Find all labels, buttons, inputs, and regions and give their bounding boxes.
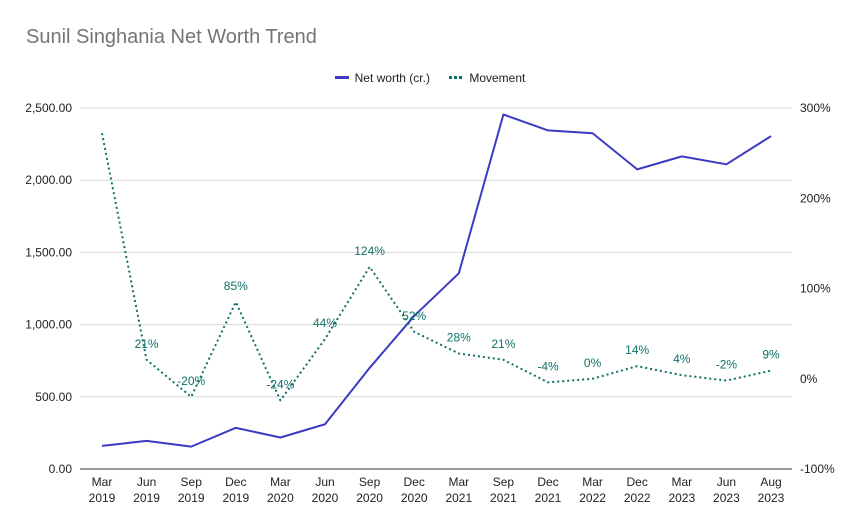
chart-title: Sunil Singhania Net Worth Trend <box>26 26 317 48</box>
x-tick-label-year: 2020 <box>267 491 294 505</box>
movement-data-label: -24% <box>266 377 294 391</box>
x-tick-label-year: 2022 <box>579 491 606 505</box>
x-tick-label-month: Mar <box>448 475 469 489</box>
movement-data-label: 14% <box>625 343 649 357</box>
y-left-tick-label: 2,500.00 <box>25 101 72 115</box>
x-tick-label-month: Jun <box>717 475 736 489</box>
y-right-tick-label: 100% <box>800 282 831 296</box>
x-tick-label-year: 2019 <box>89 491 116 505</box>
movement-data-label: 124% <box>354 244 385 258</box>
x-tick-label-year: 2020 <box>401 491 428 505</box>
movement-data-label: 85% <box>224 279 248 293</box>
movement-data-label: 52% <box>402 309 426 323</box>
legend: Net worth (cr.) Movement <box>0 68 860 85</box>
legend-swatch-net-worth <box>334 76 349 79</box>
x-tick-label-month: Aug <box>760 475 781 489</box>
y-left-tick-label: 500.00 <box>35 390 72 404</box>
x-tick-label-month: Dec <box>537 475 558 489</box>
x-tick-label-year: 2019 <box>222 491 249 505</box>
x-tick-label-month: Jun <box>137 475 156 489</box>
x-tick-label-month: Sep <box>359 475 381 489</box>
x-tick-label-year: 2023 <box>713 491 740 505</box>
x-tick-label-year: 2022 <box>624 491 651 505</box>
x-tick-label-month: Mar <box>270 475 291 489</box>
x-tick-label-month: Dec <box>627 475 648 489</box>
x-tick-label-year: 2021 <box>490 491 517 505</box>
movement-data-label: -2% <box>716 358 738 372</box>
movement-line <box>101 133 772 402</box>
movement-data-label: -20% <box>177 374 205 388</box>
movement-data-label: 9% <box>762 348 780 362</box>
movement-data-label: 28% <box>447 330 471 344</box>
x-tick-label-month: Mar <box>582 475 603 489</box>
movement-data-label: -4% <box>537 359 559 373</box>
x-tick-label-year: 2020 <box>356 491 383 505</box>
y-right-tick-label: 300% <box>800 101 831 115</box>
legend-label-movement: Movement <box>469 70 526 85</box>
movement-data-label: 0% <box>584 356 602 370</box>
x-tick-label-year: 2023 <box>668 491 695 505</box>
legend-item-net-worth: Net worth (cr.) <box>334 70 430 85</box>
y-right-tick-label: 200% <box>800 191 831 205</box>
x-tick-label-year: 2020 <box>312 491 339 505</box>
x-tick-label-year: 2019 <box>178 491 205 505</box>
legend-item-movement: Movement <box>449 71 525 85</box>
legend-swatch-movement <box>449 76 464 79</box>
legend-label-net-worth: Net worth (cr.) <box>354 70 430 85</box>
movement-data-label: 44% <box>313 316 337 330</box>
x-tick-label-year: 2023 <box>758 491 785 505</box>
x-tick-label-month: Jun <box>315 475 334 489</box>
y-left-tick-label: 0.00 <box>49 462 73 476</box>
x-tick-label-month: Sep <box>181 475 203 489</box>
x-tick-label-year: 2021 <box>445 491 472 505</box>
x-tick-label-month: Mar <box>671 475 692 489</box>
x-tick-label-year: 2019 <box>133 491 160 505</box>
y-left-tick-label: 2,000.00 <box>25 173 72 187</box>
movement-data-label: 21% <box>135 337 159 351</box>
net-worth-line <box>101 113 772 448</box>
y-right-tick-label: -100% <box>800 462 835 476</box>
movement-data-label: 4% <box>673 352 691 366</box>
movement-data-label: 21% <box>491 337 515 351</box>
x-tick-label-month: Dec <box>225 475 246 489</box>
x-tick-label-month: Mar <box>92 475 113 489</box>
x-tick-label-year: 2021 <box>535 491 562 505</box>
x-tick-label-month: Sep <box>493 475 515 489</box>
y-right-tick-label: 0% <box>800 372 818 386</box>
y-left-tick-label: 1,000.00 <box>25 318 72 332</box>
x-tick-label-month: Dec <box>404 475 425 489</box>
y-left-tick-label: 1,500.00 <box>25 245 72 259</box>
